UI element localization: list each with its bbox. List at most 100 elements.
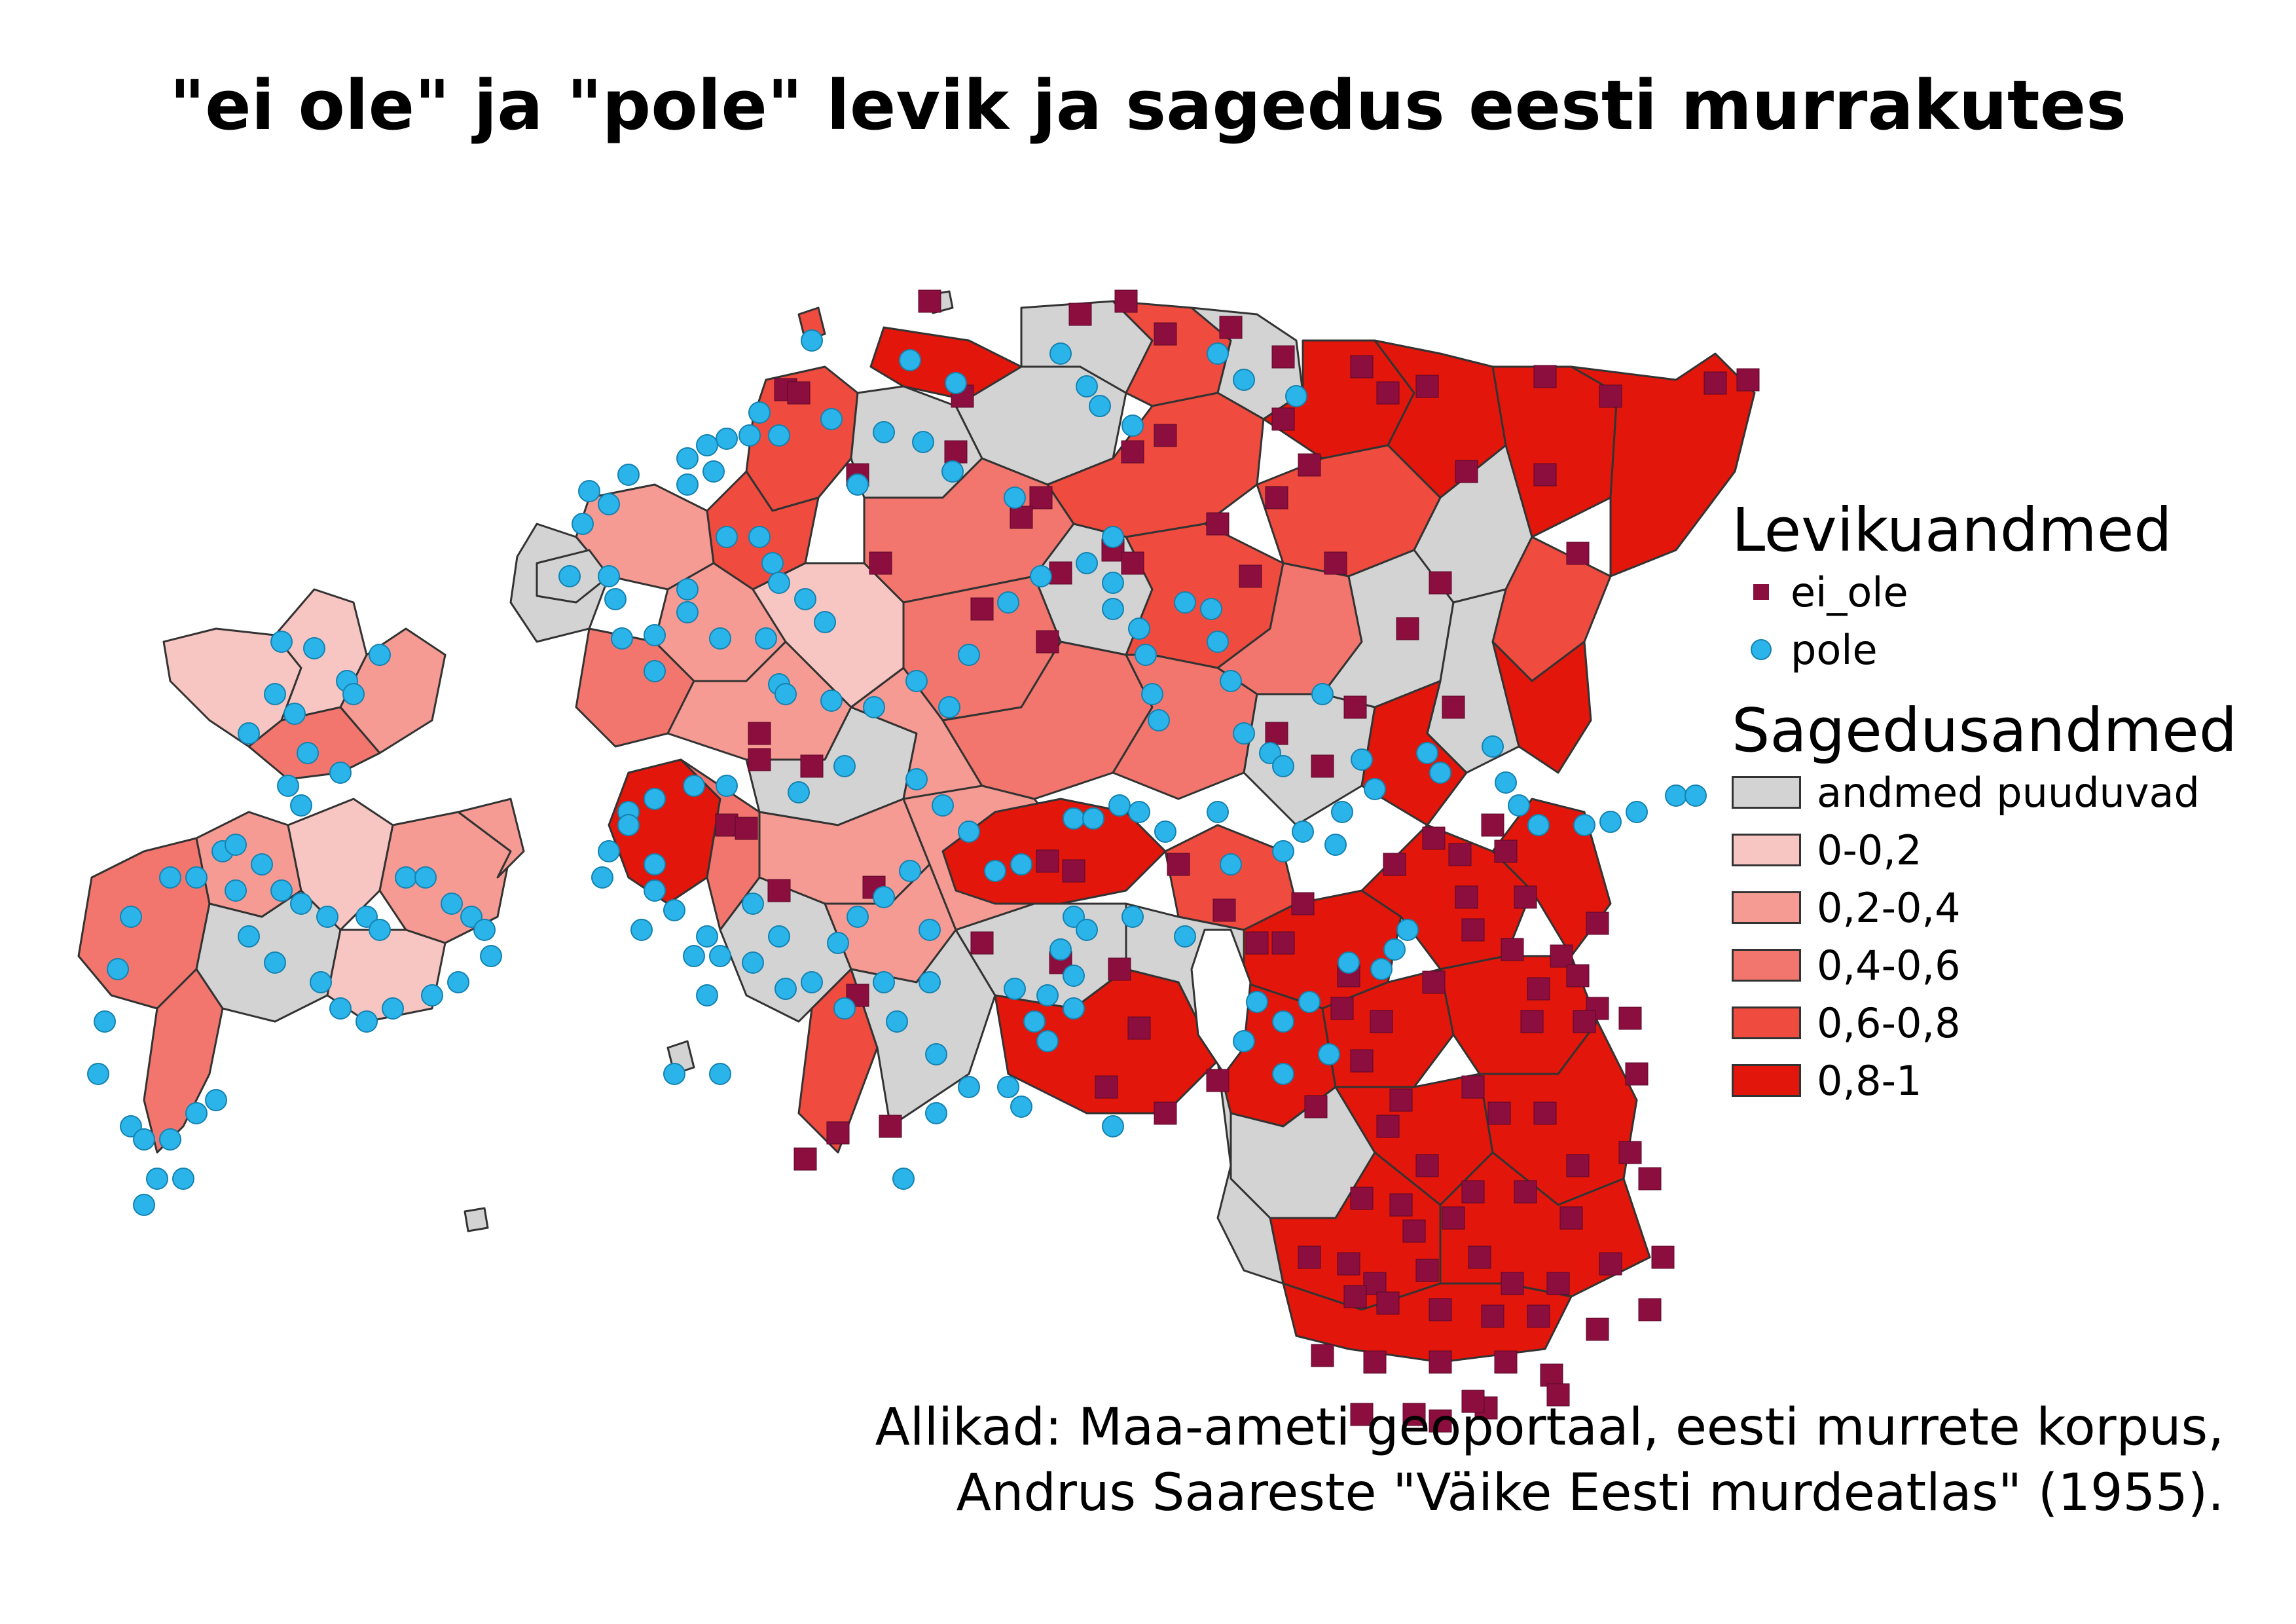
ei-ole-marker [1461,1075,1485,1099]
pole-marker [644,879,666,902]
ei-ole-marker [1468,1246,1491,1269]
pole-marker [663,899,685,921]
pole-marker [303,637,325,659]
pole-marker [663,1063,685,1085]
legend-distribution-heading: Levikuandmed [1732,495,2172,565]
pole-marker [283,703,306,725]
pole-marker [801,329,823,352]
pole-marker [696,434,718,456]
ei-ole-marker [1062,859,1085,883]
pole-marker [447,971,469,993]
pole-marker [1272,1063,1294,1085]
square-marker-icon [1753,584,1769,600]
ei-ole-marker [1245,931,1269,955]
ei-ole-marker [715,813,738,837]
ei-ole-marker [1389,1088,1413,1112]
pole-marker [342,683,365,705]
ei-ole-marker [1429,571,1452,595]
ei-ole-marker [1442,695,1465,719]
legend-swatch-2 [1732,891,1801,924]
ei-ole-marker [1461,1390,1485,1413]
ei-ole-marker [1337,1252,1360,1276]
pole-marker [886,1010,908,1033]
ei-ole-marker [1461,918,1485,942]
pole-marker [414,866,437,889]
pole-marker [676,473,699,496]
pole-marker [290,794,312,817]
legend-swatch-1 [1732,834,1801,866]
ei-ole-marker [970,931,994,955]
pole-marker [1207,342,1229,365]
pole-marker [847,906,869,928]
pole-marker [1292,821,1314,843]
pole-marker [1076,375,1098,397]
pole-marker [716,428,738,450]
pole-marker [591,866,613,889]
ei-ole-marker [800,754,824,778]
pole-marker [264,951,286,974]
pole-marker [1272,840,1294,862]
ei-ole-marker [1167,853,1190,876]
pole-marker [1063,807,1085,830]
ei-ole-marker [1501,938,1524,961]
pole-marker [912,431,934,453]
ei-ole-marker [1265,486,1288,509]
pole-marker [172,1168,194,1190]
ei-ole-marker [1527,1304,1550,1328]
pole-marker [369,644,391,666]
pole-marker [329,997,352,1020]
pole-marker [1102,572,1124,594]
pole-marker [94,1010,116,1033]
pole-marker [899,349,921,371]
pole-marker [310,971,332,993]
region-peipsi-north [1491,640,1592,774]
ei-ole-marker [1461,1180,1485,1204]
pole-marker [919,971,941,993]
ei-ole-marker [1481,1304,1504,1328]
legend-freq-item-5: 0,8-1 [1732,1052,2229,1109]
pole-marker [87,1063,109,1085]
pole-marker [1495,771,1517,794]
island-ruhnu [464,1207,489,1232]
ei-ole-marker [1324,551,1347,575]
ei-ole-marker [1363,1350,1387,1374]
ei-ole-marker [1127,1016,1151,1040]
pole-marker [919,919,941,941]
ei-ole-marker [1586,912,1609,935]
ei-ole-marker [1108,957,1131,981]
ei-ole-marker [1481,813,1504,837]
ei-ole-marker [787,381,811,405]
pole-marker [1121,906,1144,928]
legend-freq-item-3: 0,4-0,6 [1732,936,2229,994]
pole-marker [644,788,666,810]
pole-marker [748,526,771,548]
pole-marker [676,578,699,600]
pole-marker [794,588,816,610]
pole-marker [644,660,666,682]
pole-marker [107,958,129,980]
pole-marker [604,588,627,610]
pole-marker [1148,709,1170,731]
ei-ole-marker [1527,977,1550,1001]
pole-marker [1508,794,1530,817]
pole-marker [1082,807,1104,830]
legend-freq-label-1: 0-0,2 [1817,826,1922,874]
pole-marker [696,984,718,1006]
pole-marker [238,925,260,948]
pole-marker [1030,565,1052,587]
ei-ole-marker [735,817,758,840]
ei-ole-marker [918,289,941,313]
pole-marker [863,696,885,718]
pole-marker [1272,1010,1294,1033]
ei-ole-marker [1415,1154,1439,1177]
sources-note: Allikad: Maa-ameti geoportaal, eesti mur… [784,1395,2224,1526]
pole-marker [905,670,928,692]
ei-ole-marker [1206,512,1230,536]
pole-marker [1076,552,1098,574]
ei-ole-marker [1736,368,1760,392]
ei-ole-marker [1533,1101,1557,1125]
ei-ole-marker [879,1115,902,1138]
pole-marker [873,971,895,993]
pole-marker [1010,853,1032,876]
ei-ole-marker [1429,1409,1452,1433]
